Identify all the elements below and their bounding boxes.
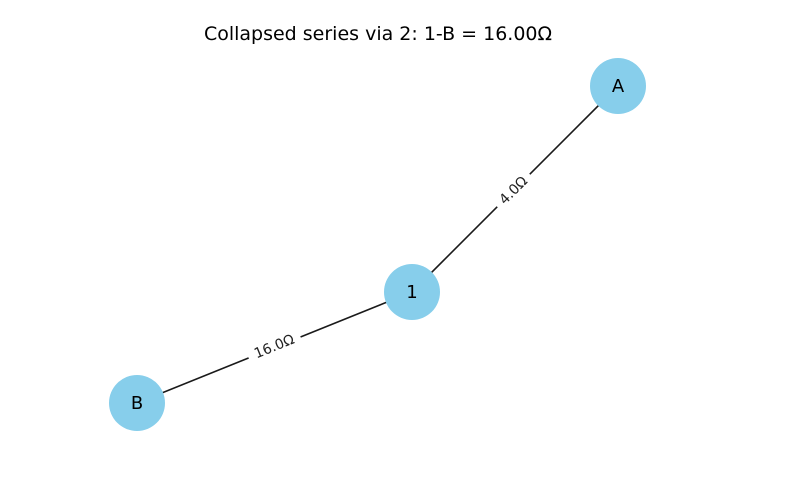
diagram-title: Collapsed series via 2: 1-B = 16.00Ω bbox=[204, 23, 552, 45]
node-A: A bbox=[590, 58, 646, 114]
node-circle-B bbox=[109, 375, 165, 431]
node-circle-1 bbox=[384, 264, 440, 320]
node-circle-A bbox=[590, 58, 646, 114]
node-1: 1 bbox=[384, 264, 440, 320]
edge-label-bg-1-B bbox=[244, 326, 304, 366]
node-B: B bbox=[109, 375, 165, 431]
node-label-1: 1 bbox=[406, 282, 417, 303]
edge-label-bg-1-A bbox=[489, 166, 537, 214]
node-label-B: B bbox=[131, 393, 143, 414]
node-label-A: A bbox=[612, 76, 625, 97]
